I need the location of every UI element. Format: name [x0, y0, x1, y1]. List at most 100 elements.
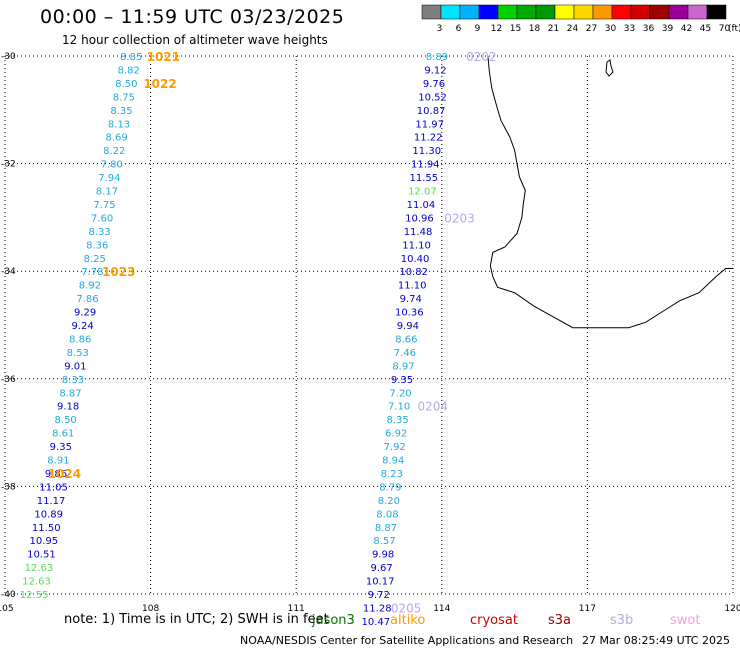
colorbar-tick-label: 36: [643, 24, 655, 34]
swh-value-label: 9.76: [423, 79, 445, 90]
colorbar-swatch: [440, 4, 461, 20]
swh-value-label: 12.63: [25, 563, 54, 574]
colorbar-tick-label: 12: [491, 24, 502, 34]
lat-tick-label: -30: [1, 52, 16, 62]
swh-value-label: 9.01: [64, 361, 86, 372]
colorbar-tick-label: 21: [548, 24, 559, 34]
swh-value-label: 10.17: [366, 577, 395, 588]
swh-value-label: 8.87: [59, 388, 81, 399]
lon-tick-label: 105: [0, 604, 14, 614]
swh-value-label: 7.92: [384, 442, 406, 453]
satellite-legend-cryosat: cryosat: [470, 613, 518, 628]
swh-value-label: 11.97: [415, 119, 444, 130]
lat-tick-label: -36: [1, 375, 16, 385]
satellite-legend-s3b: s3b: [610, 613, 634, 628]
colorbar-swatch: [573, 4, 594, 20]
swh-value-label: 11.10: [402, 240, 431, 251]
swh-value-label: 11.22: [414, 133, 443, 144]
island-outline: [605, 59, 614, 77]
colorbar-swatch: [630, 4, 651, 20]
swh-value-label: 8.35: [387, 415, 409, 426]
swh-value-label: 8.75: [113, 92, 135, 103]
swh-value-label: 8.25: [84, 254, 106, 265]
swh-value-label: 9.18: [57, 402, 79, 413]
colorbar-tick-label: 18: [529, 24, 541, 34]
swh-value-label: 7.20: [389, 388, 411, 399]
swh-value-label: 10.47: [361, 617, 390, 628]
lat-tick-label: -34: [1, 267, 16, 277]
swh-value-label: 8.86: [69, 334, 91, 345]
swh-value-label: 10.82: [399, 267, 428, 278]
swh-value-label: 7.75: [93, 200, 115, 211]
swh-value-label: 9.35: [391, 375, 413, 386]
swh-value-label: 10.52: [418, 92, 447, 103]
swh-value-label: 11.04: [407, 200, 436, 211]
pass-time-label: 0203: [444, 211, 475, 225]
swh-value-label: 11.55: [410, 173, 439, 184]
swh-value-label: 11.50: [32, 523, 61, 534]
swh-value-label: 11.94: [411, 160, 440, 171]
pass-time-label: 0202: [466, 50, 497, 64]
satellite-legend-jason3: jason3: [312, 613, 355, 628]
swh-value-label: 8.53: [67, 348, 89, 359]
swh-value-label: 8.23: [381, 469, 403, 480]
swh-value-label: 10.51: [27, 550, 56, 561]
colorbar-tick-label: 30: [605, 24, 617, 34]
swh-value-label: 9.35: [50, 442, 72, 453]
colorbar-tick-label: 70: [719, 24, 731, 34]
swh-value-label: 12.07: [408, 187, 437, 198]
swh-value-label: 7.86: [76, 294, 98, 305]
swh-value-label: 10.36: [395, 308, 424, 319]
swh-value-label: 11.28: [363, 603, 392, 614]
swh-value-label: 12.63: [22, 577, 51, 588]
swh-value-label: 9.94: [397, 321, 419, 332]
satellite-legend-s3a: s3a: [548, 613, 572, 628]
swh-value-label: 9.67: [370, 563, 392, 574]
swh-value-label: 8.79: [379, 482, 401, 493]
colorbar-swatch: [649, 4, 670, 20]
colorbar-tick-label: 3: [437, 24, 443, 34]
colorbar-swatch: [611, 4, 632, 20]
swh-value-label: 8.17: [96, 187, 118, 198]
swh-value-label: 11.05: [39, 482, 68, 493]
colorbar-tick-label: 42: [681, 24, 692, 34]
swh-value-label: 8.08: [376, 509, 398, 520]
swh-value-label: 8.82: [118, 65, 140, 76]
swh-value-label: 8.50: [55, 415, 77, 426]
swh-value-label: 9.98: [372, 550, 394, 561]
swh-value-label: 11.30: [412, 146, 441, 157]
swh-value-label: 8.61: [52, 429, 74, 440]
colorbar-tick-label: 9: [475, 24, 481, 34]
swh-value-label: 7.46: [394, 348, 416, 359]
lat-tick-label: -38: [1, 482, 16, 492]
swh-value-label: 8.89: [426, 52, 448, 63]
coastline: [487, 55, 733, 329]
lon-tick-label: 120: [724, 604, 740, 614]
swh-value-label: 7.60: [91, 213, 113, 224]
pass-time-label: 1021: [147, 50, 180, 64]
pass-time-label: 1024: [48, 467, 81, 481]
colorbar-swatch: [421, 4, 442, 20]
swh-value-label: 10.89: [34, 509, 63, 520]
colorbar-swatch: [687, 4, 708, 20]
swh-value-label: 9.86: [45, 469, 67, 480]
colorbar-swatch: [592, 4, 613, 20]
colorbar-swatch: [478, 4, 499, 20]
swh-value-label: 8.87: [375, 523, 397, 534]
swh-value-label: 8.35: [110, 106, 132, 117]
swh-value-label: 7.78: [81, 267, 103, 278]
swh-value-label: 7.10: [388, 402, 410, 413]
lon-tick-label: 117: [579, 604, 596, 614]
swh-value-label: 8.92: [79, 281, 101, 292]
swh-value-label: 8.97: [392, 361, 414, 372]
colorbar-unit: (ft): [728, 24, 740, 34]
map-subtitle: 12 hour collection of altimeter wave hei…: [62, 33, 328, 47]
swh-value-label: 8.22: [103, 146, 125, 157]
colorbar-swatch: [668, 4, 689, 20]
swh-value-label: 11.48: [404, 227, 433, 238]
swh-value-label: 8.13: [108, 119, 130, 130]
swh-value-label: 8.66: [395, 334, 417, 345]
swh-value-label: 10.87: [417, 106, 446, 117]
swh-value-label: 11.10: [398, 281, 427, 292]
